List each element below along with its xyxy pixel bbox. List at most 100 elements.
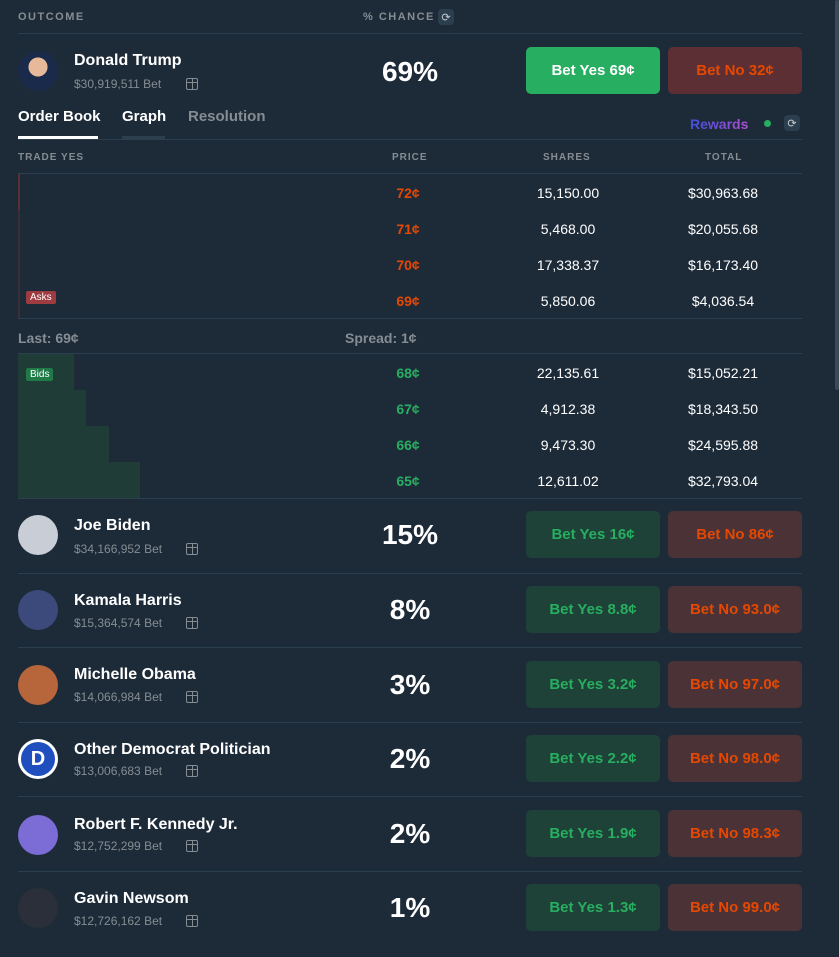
candidate-avatar: [18, 888, 58, 928]
ask-shares: 5,468.00: [540, 221, 596, 237]
candidate-avatar: [18, 51, 58, 91]
bet-no-button[interactable]: Bet No 32¢: [668, 47, 802, 94]
order-book-header: TRADE YES PRICE SHARES TOTAL: [18, 141, 802, 174]
candidate-volume: $12,726,162 Bet: [74, 914, 163, 928]
gift-icon[interactable]: [186, 765, 198, 777]
bet-no-button[interactable]: Bet No 99.0¢: [668, 884, 802, 931]
bet-no-button[interactable]: Bet No 93.0¢: [668, 586, 802, 633]
outcome-header: OUTCOME % CHANCE ⟳: [18, 0, 802, 34]
chance-value: 8%: [389, 594, 431, 625]
tab-graph[interactable]: Graph: [122, 108, 167, 125]
bid-total: $24,595.88: [687, 437, 759, 453]
ask-total: $20,055.68: [687, 221, 759, 237]
candidate-name: Michelle Obama: [74, 666, 196, 683]
ask-row[interactable]: 70¢ 17,338.37 $16,173.40: [18, 246, 802, 282]
bet-yes-button[interactable]: Bet Yes 1.9¢: [526, 810, 660, 857]
refresh-icon[interactable]: ⟳: [438, 9, 454, 25]
divider: [18, 796, 802, 797]
bid-row[interactable]: Bids 68¢ 22,135.61 $15,052.21: [18, 354, 802, 390]
scrollbar[interactable]: [835, 0, 839, 390]
tab-resolution[interactable]: Resolution: [188, 108, 266, 125]
ask-row[interactable]: Asks 69¢ 5,850.06 $4,036.54: [18, 282, 802, 318]
candidate-volume: $34,166,952 Bet: [74, 542, 163, 556]
tab-order-book[interactable]: Order Book: [18, 108, 101, 125]
ask-row[interactable]: 71¢ 5,468.00 $20,055.68: [18, 210, 802, 246]
outcome-row[interactable]: Robert F. Kennedy Jr. $12,752,299 Bet 2%…: [18, 797, 802, 871]
ask-price: 71¢: [396, 221, 420, 237]
outcome-row[interactable]: D Other Democrat Politician $13,006,683 …: [18, 723, 802, 797]
chance-value: 2%: [389, 743, 431, 774]
gift-icon[interactable]: [186, 78, 198, 90]
outcome-row-featured[interactable]: Donald Trump $30,919,511 Bet 69% Bet Yes…: [18, 34, 802, 108]
candidate-volume: $13,006,683 Bet: [74, 764, 163, 778]
bet-no-button[interactable]: Bet No 86¢: [668, 511, 802, 558]
ask-price: 72¢: [396, 185, 420, 201]
bet-yes-button[interactable]: Bet Yes 69¢: [526, 47, 660, 94]
bid-price: 68¢: [396, 365, 420, 381]
refresh-icon[interactable]: ⟳: [784, 115, 800, 131]
bet-no-button[interactable]: Bet No 97.0¢: [668, 661, 802, 708]
candidate-volume: $14,066,984 Bet: [74, 690, 163, 704]
asks-badge: Asks: [26, 291, 56, 304]
bet-yes-button[interactable]: Bet Yes 3.2¢: [526, 661, 660, 708]
bid-shares: 12,611.02: [537, 473, 599, 489]
ask-depth-bar: [18, 210, 20, 318]
divider: [18, 573, 802, 574]
bid-row[interactable]: 65¢ 12,611.02 $32,793.04: [18, 462, 802, 498]
divider: [18, 871, 802, 872]
divider: [18, 722, 802, 723]
bid-total: $15,052.21: [687, 365, 759, 381]
bid-price: 65¢: [396, 473, 420, 489]
bet-no-button[interactable]: Bet No 98.3¢: [668, 810, 802, 857]
ask-shares: 17,338.37: [536, 257, 600, 273]
outcome-column-label: OUTCOME: [18, 11, 85, 23]
total-column-label: TOTAL: [705, 152, 743, 163]
outcome-row[interactable]: Michelle Obama $14,066,984 Bet 3% Bet Ye…: [18, 648, 802, 722]
ask-shares: 15,150.00: [536, 185, 600, 201]
outcome-row[interactable]: Joe Biden $34,166,952 Bet 15% Bet Yes 16…: [18, 499, 802, 573]
chance-value: 69%: [381, 56, 439, 87]
ask-total: $4,036.54: [691, 293, 755, 309]
bid-depth-bar: [18, 462, 140, 498]
divider: [18, 498, 802, 499]
candidate-volume: $15,364,574 Bet: [74, 616, 163, 630]
divider: [18, 647, 802, 648]
ask-total: $16,173.40: [687, 257, 759, 273]
candidate-name: Donald Trump: [74, 52, 182, 69]
ask-row[interactable]: 72¢ 15,150.00 $30,963.68: [18, 174, 802, 210]
candidate-name: Other Democrat Politician: [74, 741, 271, 758]
active-tab-indicator: [18, 136, 98, 139]
bet-yes-button[interactable]: Bet Yes 16¢: [526, 511, 660, 558]
rewards-status-dot: [764, 120, 771, 127]
gift-icon[interactable]: [186, 691, 198, 703]
bid-row[interactable]: 66¢ 9,473.30 $24,595.88: [18, 426, 802, 462]
candidate-name: Joe Biden: [74, 517, 151, 534]
trade-yes-label: TRADE YES: [18, 152, 85, 163]
bet-yes-button[interactable]: Bet Yes 1.3¢: [526, 884, 660, 931]
chance-value: 15%: [381, 519, 439, 550]
candidate-volume: $30,919,511 Bet: [74, 77, 162, 91]
outcome-row[interactable]: Gavin Newsom $12,726,162 Bet 1% Bet Yes …: [18, 872, 802, 946]
outcome-row[interactable]: Kamala Harris $15,364,574 Bet 8% Bet Yes…: [18, 574, 802, 648]
democrat-logo-icon: D: [18, 739, 58, 779]
bid-price: 66¢: [396, 437, 420, 453]
candidate-avatar: [18, 590, 58, 630]
gift-icon[interactable]: [186, 617, 198, 629]
candidate-avatar: [18, 665, 58, 705]
bid-depth-bar: [18, 390, 86, 426]
bet-yes-button[interactable]: Bet Yes 2.2¢: [526, 735, 660, 782]
gift-icon[interactable]: [186, 543, 198, 555]
bid-row[interactable]: 67¢ 4,912.38 $18,343.50: [18, 390, 802, 426]
gift-icon[interactable]: [186, 840, 198, 852]
tab-graph-indicator: [122, 136, 165, 139]
bid-price: 67¢: [396, 401, 420, 417]
gift-icon[interactable]: [186, 915, 198, 927]
bet-no-button[interactable]: Bet No 98.0¢: [668, 735, 802, 782]
ask-depth-bar: [18, 174, 20, 210]
bet-yes-button[interactable]: Bet Yes 8.8¢: [526, 586, 660, 633]
ask-price: 70¢: [396, 257, 420, 273]
ask-total: $30,963.68: [687, 185, 759, 201]
bids-badge: Bids: [26, 368, 54, 381]
last-price: Last: 69¢: [18, 330, 79, 346]
rewards-link[interactable]: Rewards: [690, 116, 749, 132]
